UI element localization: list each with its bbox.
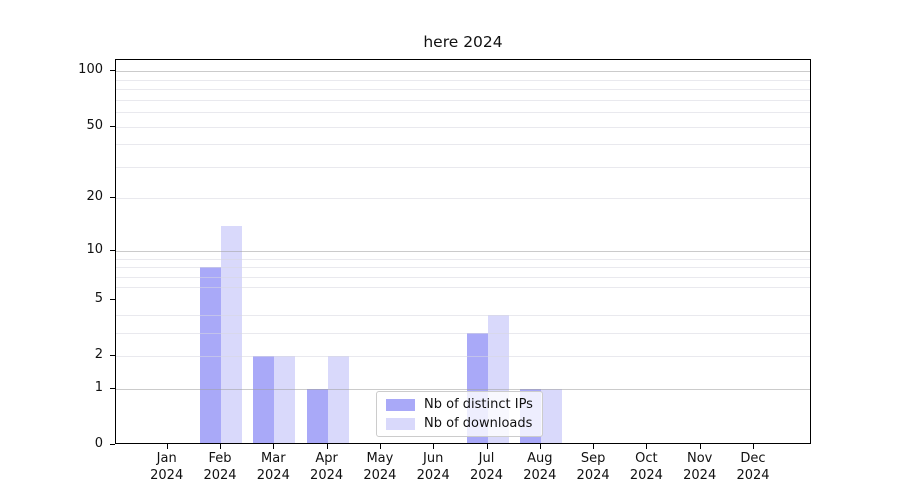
gridline-90 bbox=[116, 79, 810, 81]
ytick-label-2: 2 bbox=[94, 347, 103, 363]
legend-swatch-downloads bbox=[386, 417, 415, 430]
xtick-label-jan: Jan 2024 bbox=[150, 451, 184, 483]
xtick-mark-mar bbox=[273, 444, 275, 449]
ytick-label-0: 0 bbox=[94, 436, 103, 451]
gridline-20 bbox=[116, 198, 810, 200]
gridline-100 bbox=[116, 71, 810, 73]
gridline-2 bbox=[116, 356, 810, 358]
xtick-mark-jul bbox=[486, 444, 488, 449]
xtick-mark-feb bbox=[220, 444, 221, 449]
xtick-mark-apr bbox=[326, 444, 328, 449]
xtick-mark-jun bbox=[433, 444, 435, 449]
ytick-mark-50 bbox=[110, 125, 115, 127]
legend-row-distinct-ips: Nb of distinct IPs bbox=[386, 397, 533, 412]
gridline-50 bbox=[116, 126, 810, 128]
ytick-label-10: 10 bbox=[86, 241, 103, 257]
ytick-mark-2 bbox=[110, 355, 115, 357]
xtick-mark-nov bbox=[699, 444, 701, 449]
xtick-label-mar: Mar 2024 bbox=[256, 451, 290, 483]
bar-distinct-ips-feb bbox=[200, 267, 221, 443]
ytick-mark-1 bbox=[110, 387, 115, 389]
legend-row-downloads: Nb of downloads bbox=[386, 416, 533, 431]
xtick-mark-jan bbox=[166, 444, 168, 449]
xtick-mark-sep bbox=[593, 444, 595, 449]
gridline-30 bbox=[116, 166, 810, 168]
xtick-label-feb: Feb 2024 bbox=[203, 451, 237, 483]
legend-label-downloads: Nb of downloads bbox=[424, 416, 533, 431]
gridline-60 bbox=[116, 112, 810, 114]
gridline-10 bbox=[116, 250, 810, 252]
bar-downloads-feb bbox=[221, 225, 242, 443]
xtick-label-aug: Aug 2024 bbox=[523, 451, 557, 483]
xtick-mark-aug bbox=[539, 444, 541, 449]
gridline-7 bbox=[116, 276, 810, 278]
xtick-label-dec: Dec 2024 bbox=[736, 451, 770, 483]
legend-label-distinct-ips: Nb of distinct IPs bbox=[424, 397, 533, 412]
legend-swatch-distinct-ips bbox=[386, 398, 415, 411]
legend: Nb of distinct IPs Nb of downloads bbox=[376, 391, 543, 437]
xtick-label-jul: Jul 2024 bbox=[469, 451, 504, 483]
ytick-label-20: 20 bbox=[86, 189, 103, 205]
xtick-label-nov: Nov 2024 bbox=[683, 451, 717, 483]
gridline-4 bbox=[116, 314, 810, 316]
gridline-1 bbox=[116, 388, 810, 390]
ytick-label-5: 5 bbox=[94, 290, 103, 306]
ytick-label-50: 50 bbox=[86, 117, 103, 133]
gridline-70 bbox=[116, 99, 810, 101]
xtick-mark-oct bbox=[646, 444, 648, 449]
gridline-8 bbox=[116, 267, 810, 269]
bar-downloads-aug bbox=[540, 388, 562, 443]
ytick-label-1: 1 bbox=[94, 379, 103, 395]
gridline-40 bbox=[116, 144, 810, 146]
ytick-mark-20 bbox=[110, 197, 115, 199]
xtick-mark-dec bbox=[753, 444, 754, 449]
xtick-label-oct: Oct 2024 bbox=[629, 451, 663, 483]
gridline-80 bbox=[116, 89, 810, 91]
xtick-label-may: May 2024 bbox=[363, 451, 397, 483]
plot-area bbox=[115, 59, 811, 444]
bars-layer bbox=[116, 60, 810, 443]
xtick-mark-may bbox=[379, 444, 381, 449]
ytick-mark-10 bbox=[110, 249, 115, 251]
grid-layer bbox=[116, 60, 810, 443]
bar-downloads-apr bbox=[327, 356, 349, 443]
xtick-label-jun: Jun 2024 bbox=[416, 451, 450, 483]
bar-downloads-mar bbox=[274, 356, 296, 443]
bar-distinct-ips-mar bbox=[253, 356, 275, 443]
gridline-9 bbox=[116, 258, 810, 260]
ytick-mark-100 bbox=[110, 70, 115, 72]
ytick-label-100: 100 bbox=[78, 62, 103, 78]
bar-distinct-ips-apr bbox=[306, 388, 328, 443]
chart-title: here 2024 bbox=[423, 33, 503, 51]
gridline-6 bbox=[116, 287, 810, 289]
xtick-label-apr: Apr 2024 bbox=[310, 451, 344, 483]
xtick-label-sep: Sep 2024 bbox=[576, 451, 610, 483]
ytick-mark-0 bbox=[110, 444, 115, 445]
ytick-mark-5 bbox=[110, 298, 115, 300]
gridline-3 bbox=[116, 332, 810, 334]
